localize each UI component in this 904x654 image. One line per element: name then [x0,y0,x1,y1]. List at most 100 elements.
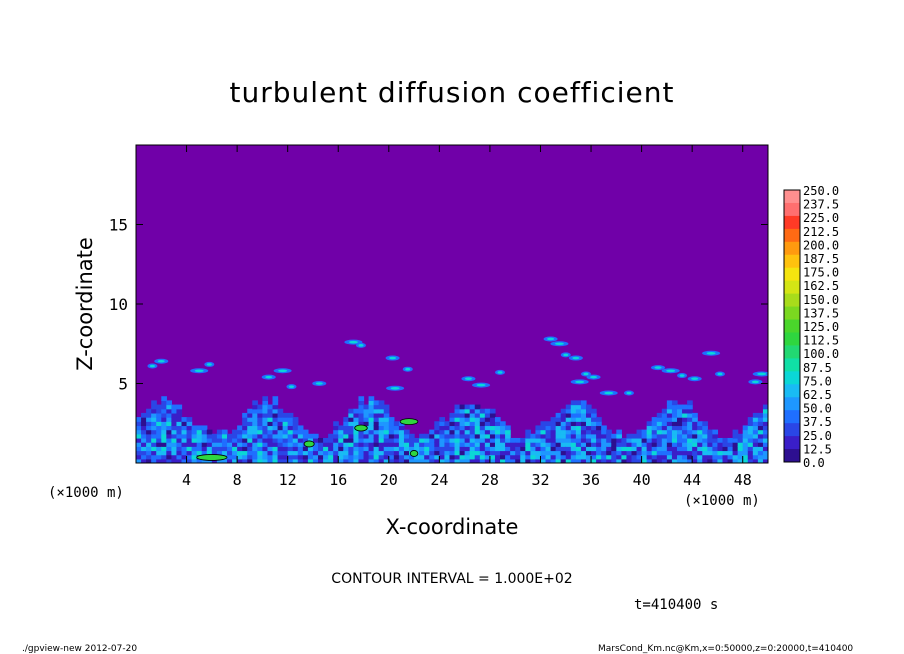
field-blob-core [590,375,598,379]
field-cell [156,408,162,414]
field-cell [682,458,688,463]
field-cell [368,408,375,414]
field-cell [575,450,582,456]
field-cell [323,442,329,447]
field-cell [535,442,542,447]
field-cell [500,433,506,439]
field-cell [176,421,183,427]
field-cell [282,450,289,456]
field-cell [459,442,466,447]
field-cell [646,437,653,443]
field-cell [585,458,592,463]
field-cell [687,400,693,406]
field-cell [752,429,759,435]
field-cell [469,454,476,460]
field-cell [459,412,466,418]
field-cell [176,412,183,418]
colorbar-swatch-20 [784,190,800,204]
field-cell [636,442,643,447]
field-cell [368,400,375,406]
field-cell [272,454,279,460]
field-cell [762,442,768,447]
field-cell [505,433,511,439]
field-cell [570,433,577,439]
field-cell [585,408,592,414]
field-cell [272,425,279,431]
field-cell [484,437,491,443]
field-cell [221,450,228,456]
field-cell [565,408,572,414]
colorbar-label-8: 100.0 [803,347,839,361]
field-cell [257,450,263,456]
field-cell [252,421,258,427]
y-axis: 5 10 15 [109,216,768,394]
contour-patch [196,454,228,461]
field-cell [161,408,167,414]
field-cell [171,421,178,427]
field-cell [651,417,658,422]
field-cell [171,446,178,452]
field-cell [237,454,243,460]
field-cell [363,412,370,418]
field-cell [484,421,491,427]
field-cell [565,404,572,410]
field-cell [166,421,172,427]
field-cell [232,446,238,452]
field-cell [510,446,516,452]
field-cell [474,454,481,460]
field-cell [242,458,248,463]
field-cell [161,417,167,422]
field-cell [378,429,385,435]
field-cell [403,437,410,443]
field-cell [333,442,339,447]
field-cell [530,454,537,460]
field-cell [368,404,375,410]
field-cell [247,408,253,414]
colorbar-swatch-2 [784,423,800,437]
field-cell [722,442,729,447]
field-cell [722,458,729,463]
field-cell [307,450,314,456]
field-cell [383,404,390,410]
field-cell [156,442,162,447]
field-cell [262,396,269,401]
field-cell [252,454,258,460]
field-cell [540,437,547,443]
field-cell [611,450,617,456]
field-cell [267,458,274,463]
field-cell [464,412,471,418]
field-cell [277,454,284,460]
field-cell [318,450,324,456]
field-cell [348,442,355,447]
field-cell [252,412,258,418]
field-cell [737,446,744,452]
field-cell [252,429,258,435]
field-cell [641,458,648,463]
field-cell [242,442,248,447]
field-cell [211,458,218,463]
field-cell [702,454,708,460]
field-cell [176,450,183,456]
field-cell [651,421,658,427]
field-cell [464,437,471,443]
field-cell [343,450,349,456]
field-cell [585,442,592,447]
field-cell [136,421,142,427]
field-cell [469,442,476,447]
field-cell [196,429,203,435]
field-cell [257,412,263,418]
field-cell [267,417,274,422]
field-cell [757,421,764,427]
field-cell [287,442,294,447]
field-cell [161,404,167,410]
field-cell [414,437,420,443]
field-cell [525,433,531,439]
field-cell [176,404,183,410]
field-cell [712,450,719,456]
field-cell [575,421,582,427]
field-cell [500,450,506,456]
field-cell [570,454,577,460]
colorbar-label-3: 37.5 [803,415,832,429]
field-cell [565,442,572,447]
field-cell [333,454,339,460]
